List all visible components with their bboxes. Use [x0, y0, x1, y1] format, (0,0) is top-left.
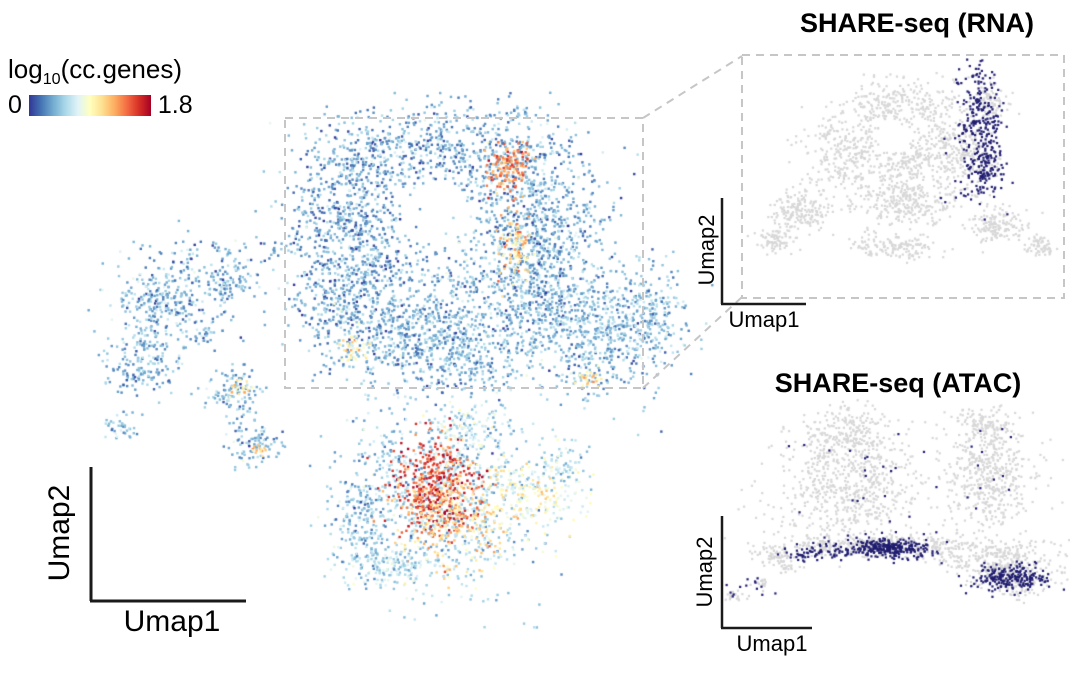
main-umap-plot [80, 90, 720, 630]
atac-y-axis-label: Umap2 [692, 536, 717, 608]
colorbar-title: log10(cc.genes) [8, 54, 193, 89]
atac-panel-title: SHARE-seq (ATAC) [774, 368, 1022, 398]
colorbar-row: 0 1.8 [8, 91, 193, 120]
atac-x-axis-label: Umap1 [736, 631, 808, 656]
rna-x-axis-label: Umap1 [728, 307, 800, 332]
share-seq-rna-umap-plot [745, 58, 1062, 296]
colorbar-title-subscript: 10 [42, 70, 61, 89]
rna-y-axis-label: Umap2 [694, 214, 719, 286]
colorbar-max-label: 1.8 [157, 91, 193, 120]
colorbar-title-prefix: log [8, 54, 43, 84]
colorbar-legend: log10(cc.genes) 0 1.8 [8, 54, 193, 120]
rna-panel-title: SHARE-seq (RNA) [799, 8, 1035, 38]
main-x-axis-label: Umap1 [123, 605, 221, 638]
colorbar-title-suffix: (cc.genes) [60, 54, 183, 84]
colorbar-gradient [28, 95, 151, 117]
colorbar-min-label: 0 [8, 91, 22, 120]
share-seq-atac-umap-plot [718, 398, 1070, 633]
main-y-axis-label: Umap2 [43, 484, 76, 582]
